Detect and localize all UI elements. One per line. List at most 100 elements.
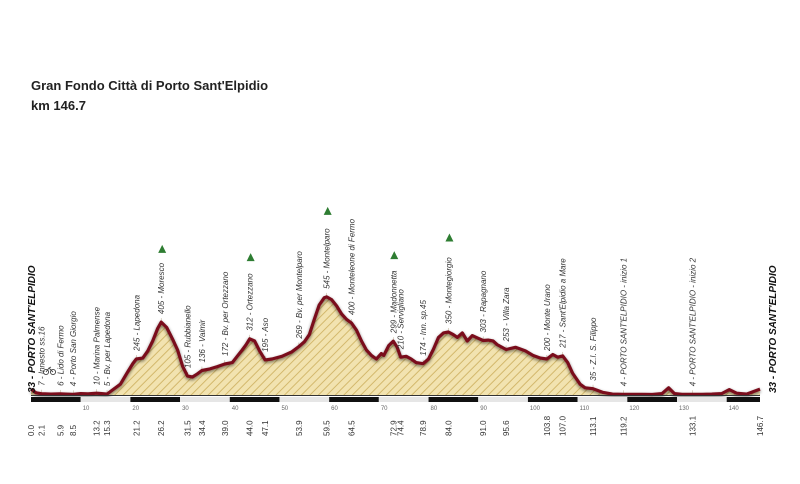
waypoint-label: 405 - Moresco [157, 262, 166, 314]
km-label: 119.2 [619, 416, 628, 436]
km-label: 26.2 [157, 420, 166, 436]
band-segment [31, 397, 81, 402]
km-label: 95.6 [502, 420, 511, 436]
waypoint-label: 10 - Marina Palmense [93, 306, 102, 385]
summit-marker-icon [445, 233, 454, 242]
km-label: 74.4 [397, 420, 406, 436]
band-segment [428, 397, 479, 402]
distance-tick: 30 [182, 406, 189, 412]
km-label: 59.5 [323, 420, 332, 436]
waypoint-label: 4 - PORTO SANT'ELPIDIO - inizio 2 [688, 257, 697, 386]
waypoint-label: 4 - PORTO SANT'ELPIDIO - inizio 1 [619, 258, 628, 386]
band-segment [577, 397, 628, 402]
distance-tick: 10 [83, 406, 90, 412]
chart-subtitle: km 146.7 [31, 98, 86, 113]
waypoint-label: 200 - Monte Urano [543, 284, 552, 352]
start-label: 33 - PORTO SANT'ELPIDIO [27, 265, 38, 393]
summit-marker-icon [246, 253, 255, 262]
km-label: 107.0 [559, 415, 568, 436]
km-label: 39.0 [221, 420, 230, 436]
band-segment [329, 397, 379, 402]
bicycle-icon [42, 366, 57, 376]
waypoint-label: 172 - Bv. per Ortezzano [221, 271, 230, 356]
km-label: 146.7 [756, 415, 765, 436]
chart-title: Gran Fondo Città di Porto Sant'Elpidio [31, 78, 269, 93]
waypoint-label: 136 - Valmir [198, 319, 207, 362]
km-label: 2.1 [37, 424, 46, 436]
band-segment [527, 397, 578, 402]
waypoint-label: 6 - Lido di Fermo [56, 325, 65, 386]
waypoint-label: 299 - Madonnetta [389, 270, 398, 334]
band-segment [180, 397, 230, 402]
km-label: 47.1 [261, 420, 270, 436]
band-segment [726, 397, 760, 402]
distance-tick: 40 [232, 406, 239, 412]
distance-tick-labels: 10 20 30 40 50 60 70 80 90 100 110 120 130 140 [83, 406, 740, 412]
distance-tick: 130 [679, 406, 690, 412]
km-label: 44.0 [246, 420, 255, 436]
waypoint-label: 217 - Sant'Elpidio a Mare [559, 258, 568, 349]
waypoint-label: 174 - Inn. sp.45 [419, 300, 428, 356]
waypoint-label: 210 - Servigliano [397, 289, 406, 351]
band-segment [378, 397, 429, 402]
summit-marker-icon [323, 206, 332, 215]
waypoint-label: 350 - Montegiorgio [444, 257, 453, 324]
distance-tick: 70 [381, 406, 388, 412]
waypoint-label: 7 - Innesto ss.16 [37, 326, 46, 386]
elevation-line [30, 295, 761, 397]
distance-tick: 100 [530, 406, 541, 412]
km-label: 91.0 [479, 420, 488, 436]
distance-tick: 140 [729, 406, 740, 412]
km-label: 64.5 [348, 420, 357, 436]
summit-marker-icon [390, 251, 399, 260]
km-label: 72.9 [389, 420, 398, 436]
distance-scale-band [31, 395, 760, 402]
waypoint-label: 5 - Bv. per Lapedona [103, 311, 112, 386]
finish-label: 33 - PORTO SANT'ELPIDIO [768, 265, 779, 393]
distance-tick: 80 [431, 406, 438, 412]
km-label: 53.9 [295, 420, 304, 436]
km-label: 5.9 [56, 424, 65, 436]
distance-tick: 120 [629, 406, 640, 412]
band-segment [478, 397, 528, 402]
km-label: 34.4 [198, 420, 207, 436]
band-segment [279, 397, 330, 402]
km-label: 31.5 [184, 420, 193, 436]
waypoint-label: 400 - Monteleone di Fermo [348, 218, 357, 315]
waypoint-label: 245 - Lapedona [132, 294, 141, 352]
km-label: 84.0 [444, 420, 453, 436]
distance-tick: 110 [580, 406, 590, 412]
band-segment [80, 397, 131, 402]
waypoint-label: 35 - Z.I. S. Filippo [589, 317, 598, 381]
km-labels: 0.0 2.1 5.9 8.5 13.2 15.3 21.2 26.2 31.5 34.4 39.0… [27, 415, 765, 436]
distance-tick: 50 [281, 406, 288, 412]
distance-tick: 60 [331, 406, 338, 412]
waypoint-labels: 7 - Innesto ss.16 6 - Lido di Fermo 4 - Po… [37, 218, 697, 386]
km-label: 8.5 [69, 424, 78, 436]
distance-tick: 20 [132, 406, 139, 412]
waypoint-label: 105 - Rubbianello [184, 305, 193, 368]
band-segment [677, 397, 727, 402]
summit-markers [158, 206, 454, 262]
km-label: 21.2 [132, 420, 141, 436]
waypoint-label: 303 - Rapagnano [479, 270, 488, 332]
waypoint-label: 195 - Aso [261, 317, 270, 351]
distance-tick: 90 [480, 406, 487, 412]
summit-marker-icon [158, 244, 167, 253]
km-label: 103.8 [543, 415, 552, 436]
waypoint-label: 4 - Porto San Giorgio [69, 311, 78, 387]
band-segment [229, 397, 280, 402]
km-label: 13.2 [93, 420, 102, 436]
km-label: 15.3 [103, 420, 112, 436]
km-label: 113.1 [589, 416, 598, 436]
waypoint-label: 545 - Montelparo [323, 228, 332, 289]
km-label: 78.9 [419, 420, 428, 436]
waypoint-label: 253 - Villa Zara [502, 287, 511, 343]
band-segment [130, 397, 181, 402]
km-label: 133.1 [688, 415, 697, 436]
band-segment [627, 397, 678, 402]
km-label: 0.0 [27, 424, 36, 436]
title-block: Gran Fondo Città di Porto Sant'Elpidio k… [31, 76, 268, 116]
waypoint-label: 312 - Ortezzano [246, 273, 255, 331]
